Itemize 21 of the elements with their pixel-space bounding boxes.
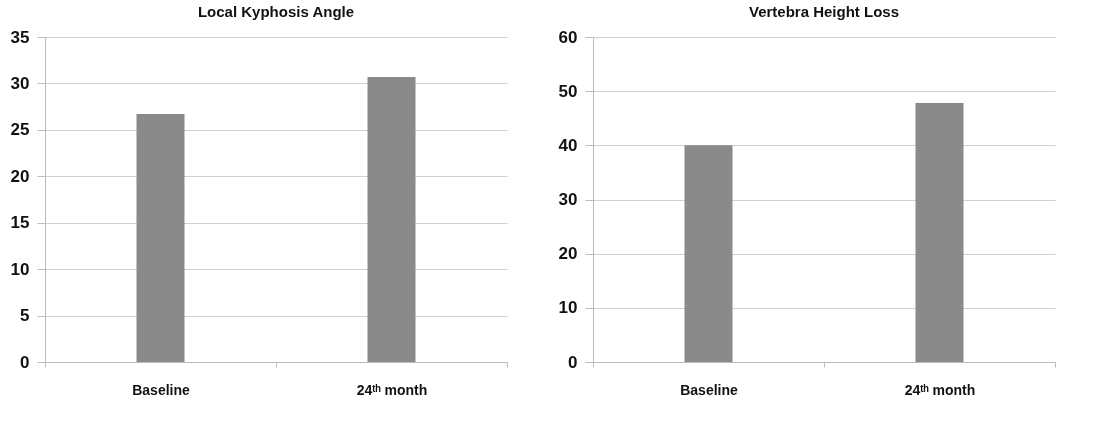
y-tick-label: 10 [558, 298, 578, 318]
y-tick-label: 20 [558, 244, 578, 264]
x-tick-label: 24ᵗʰ month [356, 381, 428, 398]
y-tick-label: 15 [10, 213, 30, 233]
y-tick-label: 30 [10, 73, 30, 93]
x-tick-label: Baseline [132, 381, 190, 398]
y-tick-label: 5 [20, 306, 30, 326]
y-tick-label: 30 [558, 190, 578, 209]
x-tick-label: 24ᵗʰ month [904, 381, 976, 398]
y-tick-label: 0 [568, 352, 578, 372]
y-tick-label: 10 [10, 259, 30, 279]
y-tick-label: 35 [10, 27, 30, 47]
chart-title: Vertebra Height Loss [748, 3, 900, 20]
y-tick-label: 0 [20, 352, 30, 372]
y-tick-label: 25 [10, 120, 30, 140]
y-tick-label: 50 [558, 81, 578, 101]
y-tick-label: 60 [558, 27, 578, 47]
x-tick-label: Baseline [680, 381, 738, 398]
y-tick-label: 40 [558, 135, 578, 155]
chart-title: Local Kyphosis Angle [197, 3, 355, 20]
y-tick-label: 20 [10, 166, 30, 186]
